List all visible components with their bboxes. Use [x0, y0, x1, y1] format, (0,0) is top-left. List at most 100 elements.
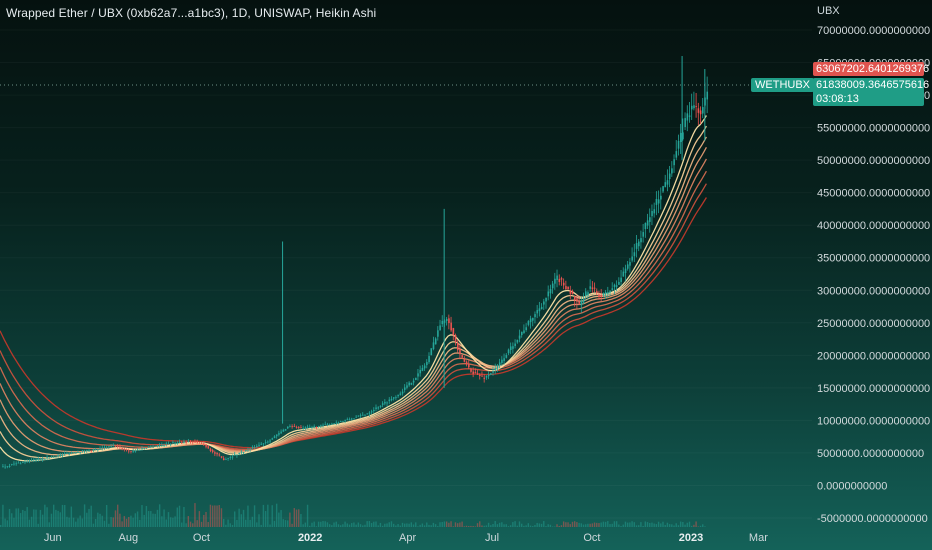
volume-bar	[309, 525, 311, 527]
candle-body	[28, 460, 31, 462]
volume-bar	[514, 521, 516, 527]
symbol-tag: WETHUBX	[751, 78, 814, 92]
volume-bar	[675, 523, 677, 527]
candle-body	[375, 407, 377, 409]
candle-body	[412, 380, 415, 383]
volume-bar	[598, 523, 600, 527]
candle-body	[479, 374, 481, 377]
candle-body	[540, 306, 543, 310]
y-tick-label: 40000000.0000000000	[817, 220, 930, 232]
volume-bar	[373, 521, 375, 527]
candle-body	[551, 283, 554, 289]
volume-bar	[397, 524, 399, 527]
heikin-ashi-candles	[2, 56, 709, 469]
candle-body	[483, 377, 486, 379]
candle-body	[368, 412, 371, 414]
volume-bar	[83, 504, 86, 527]
candle-body	[286, 426, 289, 429]
volume-bar	[445, 521, 448, 527]
volume-bar	[351, 523, 353, 527]
volume-bars	[0, 503, 706, 527]
x-tick-label: Aug	[119, 532, 139, 544]
ma-line	[0, 115, 707, 462]
volume-bar	[284, 520, 287, 527]
volume-bar	[642, 525, 644, 527]
volume-bar	[282, 519, 284, 527]
volume-bar	[589, 523, 591, 527]
candle-body	[415, 377, 417, 380]
candle-body	[70, 452, 73, 454]
volume-bar	[39, 509, 42, 527]
volume-bar	[487, 522, 490, 527]
candle-body	[686, 113, 689, 121]
volume-bar	[189, 521, 192, 527]
candle-body	[671, 168, 673, 174]
candle-body	[509, 346, 512, 350]
volume-bar	[200, 521, 203, 527]
candle-body	[673, 159, 675, 166]
volume-bar	[90, 505, 92, 527]
volume-bar	[428, 524, 430, 527]
candle-body	[245, 449, 247, 451]
volume-bar	[247, 505, 249, 527]
candle-body	[81, 450, 84, 452]
volume-bar	[130, 515, 132, 527]
volume-bar	[450, 521, 452, 527]
candle-body	[346, 419, 349, 420]
candle-body	[247, 449, 249, 451]
volume-bar	[335, 521, 337, 527]
volume-bar	[269, 524, 271, 527]
volume-bar	[262, 504, 265, 527]
candle-body	[48, 457, 51, 459]
volume-bar	[401, 522, 404, 527]
volume-bar	[66, 516, 68, 527]
volume-bar	[271, 505, 273, 527]
candle-body	[163, 444, 165, 446]
volume-bar	[604, 521, 607, 527]
candle-body	[706, 91, 709, 100]
volume-bar	[156, 509, 159, 527]
candle-body	[119, 446, 121, 448]
volume-bar	[176, 507, 179, 527]
volume-bar	[536, 522, 538, 527]
candle-body	[390, 398, 393, 401]
candle-body	[117, 446, 119, 447]
volume-bar	[52, 504, 55, 527]
candle-body	[26, 461, 29, 463]
time-axis[interactable]: Jun Aug Oct 2022 Apr Jul Oct 2023 Mar	[44, 532, 768, 544]
volume-bar	[684, 524, 686, 527]
volume-bar	[549, 524, 552, 527]
volume-bar	[165, 519, 167, 527]
x-tick-label: 2023	[679, 532, 703, 544]
candle-body	[264, 442, 267, 444]
volume-bar	[569, 524, 571, 527]
volume-bar	[278, 512, 280, 527]
volume-bar	[543, 521, 545, 527]
volume-bar	[633, 522, 635, 527]
candle-body	[229, 457, 232, 458]
volume-bar	[432, 522, 435, 527]
volume-bar	[613, 521, 616, 527]
volume-bar	[344, 521, 346, 527]
candle-body	[408, 382, 411, 386]
candle-body	[15, 463, 18, 465]
candle-body	[543, 301, 545, 305]
volume-bar	[419, 524, 421, 527]
x-tick-label: Jun	[44, 532, 62, 544]
candle-body	[231, 456, 234, 458]
candle-body	[450, 322, 452, 331]
candle-body	[562, 282, 565, 286]
candle-body	[293, 426, 296, 427]
candle-body	[525, 327, 528, 331]
volume-bar	[2, 504, 4, 527]
candle-body	[468, 364, 470, 368]
volume-bar	[465, 525, 468, 527]
candle-body	[225, 459, 227, 460]
candle-body	[518, 335, 521, 339]
volume-bar	[289, 512, 291, 527]
chart-title: Wrapped Ether / UBX (0xb62a7...a1bc3), 1…	[6, 6, 377, 20]
volume-bar	[256, 522, 258, 527]
candle-body	[437, 330, 439, 337]
candle-body	[690, 105, 693, 110]
